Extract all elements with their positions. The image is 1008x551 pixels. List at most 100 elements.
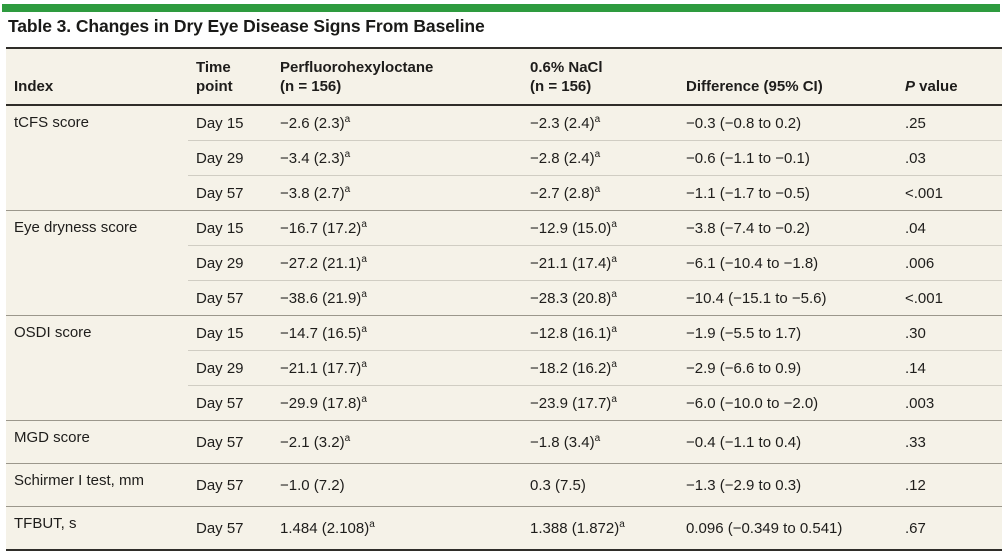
cell-time-point: Day 57 [188,463,272,507]
table-row: Eye dryness score Day 15 −16.7 (17.2)a −… [6,210,1002,316]
cell-pfho-value: −1.0 (7.2) [280,476,345,494]
table-header: Index Time point Perfluorohexyloctane (n =… [6,48,1002,106]
footnote-marker: a [594,432,601,444]
footnote-marker: a [344,183,351,195]
col-header-perfluorohexyloctane: Perfluorohexyloctane (n = 156) [272,48,522,106]
cell-pfho-value: −2.6 (2.3) [280,114,345,132]
cell-pfho: −1.0 (7.2) [272,463,522,507]
cell-time-point: Day 29 [188,245,272,281]
cell-nacl: −12.9 (15.0)a [522,210,678,246]
table-body: tCFS score Day 15 −2.6 (2.3) a −2.3 (2.4)… [6,104,1002,550]
table-row: Day 57 −38.6 (21.9)a −28.3 (20.8)a −10.4… [6,280,1002,316]
cell-difference: −6.1 (−10.4 to −1.8) [678,245,897,281]
cell-nacl: −18.2 (16.2)a [522,350,678,386]
cell-nacl: −28.3 (20.8)a [522,280,678,316]
cell-pfho: −21.1 (17.7)a [272,350,522,386]
cell-pfho-value: −27.2 (21.1) [280,254,362,272]
cell-pfho: −27.2 (21.1)a [272,245,522,281]
p-value-rest: value [915,78,958,95]
cell-difference: −3.8 (−7.4 to −0.2) [678,210,897,246]
col-header-p-value: P value [897,48,1002,106]
cell-nacl-value: 1.388 (1.872) [530,519,620,537]
cell-pfho-value: −21.1 (17.7) [280,359,362,377]
table-row: Day 29 −27.2 (21.1)a −21.1 (17.4)a −6.1 … [6,245,1002,281]
table-row: Schirmer I test, mm Day 57 −1.0 (7.2) 0.… [6,463,1002,507]
footnote-marker: a [594,183,601,195]
cell-pfho-value: −14.7 (16.5) [280,324,362,342]
table-row: Day 57 −3.8 (2.7)a −2.7 (2.8)a −1.1 (−1.… [6,175,1002,211]
col-header-nacl-line2: (n = 156) [530,78,592,95]
col-header-pfho-line1: Perfluorohexyloctane [280,59,434,76]
col-header-index: Index [6,48,188,106]
cell-pfho-value: −16.7 (17.2) [280,219,362,237]
cell-time-point: Day 15 [188,315,272,351]
cell-nacl-value: −23.9 (17.7) [530,394,612,412]
cell-nacl-value: −18.2 (16.2) [530,359,612,377]
cell-pfho-value: −29.9 (17.8) [280,394,362,412]
cell-nacl: −2.7 (2.8)a [522,175,678,211]
cell-p-value: .33 [897,420,1002,464]
cell-pfho: −3.8 (2.7)a [272,175,522,211]
cell-difference: −0.3 (−0.8 to 0.2) [678,104,897,141]
cell-nacl: −2.3 (2.4)a [522,104,678,141]
cell-index: MGD score [6,420,188,464]
cell-time-point: Day 15 [188,210,272,246]
col-header-time-line2: point [196,78,233,95]
footnote-marker: a [611,393,617,405]
cell-p-value: .04 [897,210,1002,246]
table-row: tCFS score Day 15 −2.6 (2.3) a −2.3 (2.4)… [6,104,1002,211]
cell-nacl-value: −2.7 (2.8) [530,184,595,202]
footnote-marker: a [344,148,351,160]
cell-p-value: .03 [897,140,1002,176]
footnote-marker: a [361,393,367,405]
cell-pfho: −14.7 (16.5)a [272,315,522,351]
cell-p-value: .67 [897,506,1002,550]
table-row: OSDI score Day 15 −14.7 (16.5)a −12.8 (1… [6,315,1002,421]
footnote-marker: a [619,518,625,530]
footnote-marker: a [361,323,367,335]
cell-index: OSDI score [6,315,188,421]
footnote-marker: a [361,288,367,300]
footnote-marker: a [344,432,351,444]
cell-difference: −6.0 (−10.0 to −2.0) [678,385,897,421]
table-row: Day 29 −3.4 (2.3)a −2.8 (2.4)a −0.6 (−1.… [6,140,1002,176]
cell-difference: −1.9 (−5.5 to 1.7) [678,315,897,351]
cell-p-value: .006 [897,245,1002,281]
cell-p-value: <.001 [897,280,1002,316]
cell-nacl-value: −2.8 (2.4) [530,149,595,167]
cell-pfho-value: −3.4 (2.3) [280,149,345,167]
cell-p-value: .25 [897,104,1002,141]
cell-time-point: Day 57 [188,280,272,316]
col-header-nacl-line1: 0.6% NaCl [530,59,603,76]
accent-bar [2,4,1000,12]
col-header-nacl: 0.6% NaCl (n = 156) [522,48,678,106]
footnote-marker: a [611,218,617,230]
cell-time-point: Day 29 [188,140,272,176]
footnote-marker: a [361,253,367,265]
cell-difference: −0.4 (−1.1 to 0.4) [678,420,897,464]
cell-time-point: Day 57 [188,175,272,211]
cell-nacl-value: −12.8 (16.1) [530,324,612,342]
footnote-marker: a [361,358,367,370]
cell-nacl: 1.388 (1.872)a [522,506,678,550]
cell-pfho-value: −38.6 (21.9) [280,289,362,307]
cell-time-point: Day 57 [188,385,272,421]
col-header-difference: Difference (95% CI) [678,48,897,106]
cell-time-point: Day 57 [188,420,272,464]
cell-pfho-value: 1.484 (2.108) [280,519,370,537]
table-row: Day 57 −29.9 (17.8)a −23.9 (17.7)a −6.0 … [6,385,1002,421]
footnote-marker: a [361,218,367,230]
cell-pfho: −29.9 (17.8)a [272,385,522,421]
table-row: Day 29 −21.1 (17.7)a −18.2 (16.2)a −2.9 … [6,350,1002,386]
cell-index: tCFS score [6,104,188,211]
cell-time-point: Day 57 [188,506,272,550]
table-row: MGD score Day 57 −2.1 (3.2)a −1.8 (3.4)a… [6,420,1002,464]
cell-time-point: Day 15 [188,104,272,141]
p-value-italic-p: P [905,78,916,95]
cell-nacl: −1.8 (3.4)a [522,420,678,464]
cell-pfho: 1.484 (2.108)a [272,506,522,550]
cell-difference: −0.6 (−1.1 to −0.1) [678,140,897,176]
header-row: Index Time point Perfluorohexyloctane (n =… [6,48,1002,106]
cell-p-value: <.001 [897,175,1002,211]
footnote-marker: a [611,288,617,300]
